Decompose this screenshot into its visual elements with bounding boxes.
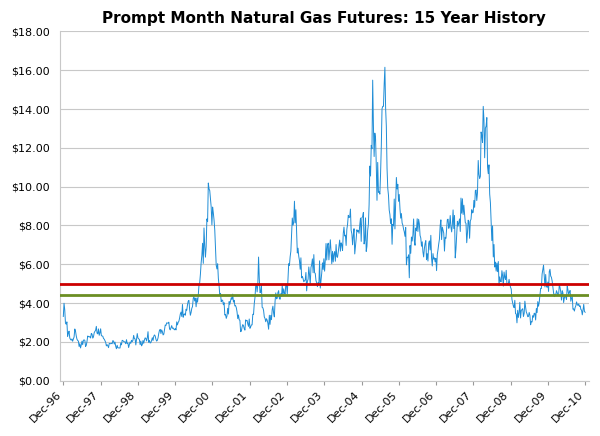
Title: Prompt Month Natural Gas Futures: 15 Year History: Prompt Month Natural Gas Futures: 15 Yea… (102, 11, 546, 26)
